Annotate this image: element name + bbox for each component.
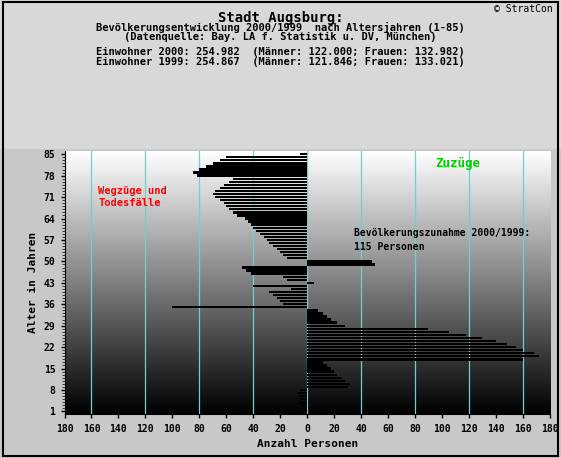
Bar xyxy=(251,273,307,275)
Bar xyxy=(213,162,307,164)
X-axis label: Anzahl Personen: Anzahl Personen xyxy=(256,439,358,449)
Bar xyxy=(233,211,307,213)
Bar xyxy=(307,380,345,382)
Bar xyxy=(300,404,307,406)
Bar xyxy=(229,208,307,211)
Bar xyxy=(215,196,307,198)
Bar xyxy=(307,361,323,364)
Bar xyxy=(229,180,307,183)
Bar xyxy=(283,303,307,305)
Text: Bevölkerungsentwicklung 2000/1999  nach Altersjahren (1-85): Bevölkerungsentwicklung 2000/1999 nach A… xyxy=(96,22,465,33)
Text: © StratCon: © StratCon xyxy=(494,4,553,14)
Bar xyxy=(307,327,429,330)
Bar xyxy=(302,407,307,409)
Bar xyxy=(213,193,307,195)
Bar xyxy=(226,205,307,207)
Bar xyxy=(269,291,307,293)
Bar xyxy=(307,349,523,351)
Bar xyxy=(246,269,307,272)
Bar xyxy=(307,309,318,311)
Bar xyxy=(237,214,307,217)
Bar xyxy=(253,285,307,287)
Bar xyxy=(307,343,507,345)
Bar xyxy=(192,171,307,174)
Bar xyxy=(215,190,307,192)
Bar xyxy=(299,395,307,397)
Bar xyxy=(248,220,307,223)
Bar xyxy=(307,334,466,336)
Text: Einwohner 1999: 254.867  (Männer: 121.846; Frauen: 133.021): Einwohner 1999: 254.867 (Männer: 121.846… xyxy=(96,57,465,67)
Bar xyxy=(307,322,337,324)
Bar xyxy=(226,156,307,158)
Bar xyxy=(307,371,334,373)
Bar xyxy=(307,331,449,333)
Bar xyxy=(245,218,307,220)
Bar xyxy=(300,398,307,400)
Text: (Datenquelle: Bay. LA f. Statistik u. DV, München): (Datenquelle: Bay. LA f. Statistik u. DV… xyxy=(124,32,437,42)
Bar xyxy=(299,401,307,403)
Text: Zuzüge: Zuzüge xyxy=(435,157,480,170)
Y-axis label: Alter in Jahren: Alter in Jahren xyxy=(28,232,38,333)
Bar xyxy=(307,325,345,327)
Bar xyxy=(219,159,307,162)
Bar xyxy=(280,251,307,253)
Bar xyxy=(307,263,375,266)
Bar xyxy=(307,346,516,348)
Bar xyxy=(307,318,332,321)
Bar xyxy=(264,236,307,238)
Bar xyxy=(307,383,350,385)
Bar xyxy=(280,300,307,302)
Bar xyxy=(307,358,523,360)
Bar xyxy=(287,278,307,281)
Bar xyxy=(300,153,307,155)
Bar xyxy=(300,389,307,391)
Bar xyxy=(206,165,307,168)
Bar xyxy=(224,202,307,204)
Text: Stadt Augsburg:: Stadt Augsburg: xyxy=(218,11,343,26)
Bar xyxy=(196,174,307,177)
Bar xyxy=(266,239,307,241)
Bar xyxy=(256,229,307,232)
Bar xyxy=(219,199,307,201)
Text: Wegzüge und
Todesfälle: Wegzüge und Todesfälle xyxy=(98,186,167,208)
Bar xyxy=(291,288,307,290)
Bar xyxy=(278,297,307,299)
Bar xyxy=(242,267,307,269)
Bar xyxy=(307,316,328,318)
Bar xyxy=(260,233,307,235)
Bar xyxy=(307,340,496,342)
Bar xyxy=(307,260,372,262)
Bar xyxy=(273,294,307,296)
Bar xyxy=(251,224,307,226)
Bar xyxy=(219,187,307,189)
Bar xyxy=(307,312,323,315)
Bar xyxy=(253,227,307,229)
Bar xyxy=(199,169,307,171)
Bar xyxy=(307,352,534,354)
Bar xyxy=(307,282,314,284)
Bar xyxy=(307,367,332,370)
Bar xyxy=(278,248,307,250)
Text: Bevölkerungszunahme 2000/1999:
115 Personen: Bevölkerungszunahme 2000/1999: 115 Perso… xyxy=(355,229,531,251)
Text: Einwohner 2000: 254.982  (Männer: 122.000; Frauen: 132.982): Einwohner 2000: 254.982 (Männer: 122.000… xyxy=(96,47,465,57)
Bar xyxy=(307,365,328,367)
Bar xyxy=(269,242,307,244)
Bar xyxy=(307,337,482,339)
Bar xyxy=(283,276,307,278)
Bar xyxy=(303,410,307,413)
Bar xyxy=(287,257,307,260)
Bar xyxy=(307,374,337,376)
Bar xyxy=(224,184,307,186)
Bar xyxy=(233,178,307,180)
Bar xyxy=(307,376,341,379)
Bar xyxy=(307,355,539,357)
Bar xyxy=(307,386,348,388)
Bar xyxy=(172,306,307,308)
Bar xyxy=(273,245,307,247)
Bar xyxy=(283,254,307,256)
Bar xyxy=(298,392,307,394)
